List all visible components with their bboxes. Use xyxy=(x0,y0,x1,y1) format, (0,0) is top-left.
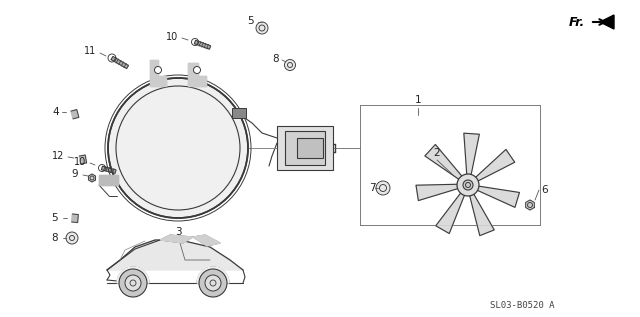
Polygon shape xyxy=(197,267,229,283)
Circle shape xyxy=(285,60,296,70)
Polygon shape xyxy=(470,193,494,236)
Text: SL03-B0520 A: SL03-B0520 A xyxy=(490,301,554,309)
Bar xyxy=(232,108,246,118)
Polygon shape xyxy=(72,214,78,223)
Circle shape xyxy=(108,78,248,218)
Circle shape xyxy=(199,269,227,297)
Text: 12: 12 xyxy=(52,151,64,161)
Text: 6: 6 xyxy=(541,185,548,195)
Bar xyxy=(285,131,325,165)
Polygon shape xyxy=(475,149,515,181)
Circle shape xyxy=(205,275,221,291)
Text: 10: 10 xyxy=(74,157,86,167)
Text: 3: 3 xyxy=(175,227,181,237)
Text: 5: 5 xyxy=(52,213,58,223)
Polygon shape xyxy=(111,56,129,68)
Text: 7: 7 xyxy=(369,183,375,193)
Circle shape xyxy=(66,232,78,244)
Circle shape xyxy=(457,174,479,196)
Text: 8: 8 xyxy=(273,54,279,64)
Polygon shape xyxy=(160,235,193,243)
Polygon shape xyxy=(71,110,79,119)
Polygon shape xyxy=(99,175,118,185)
Polygon shape xyxy=(464,133,479,175)
Polygon shape xyxy=(79,155,86,164)
Polygon shape xyxy=(436,192,465,234)
Circle shape xyxy=(154,67,161,74)
Text: 4: 4 xyxy=(52,107,60,117)
Circle shape xyxy=(376,181,390,195)
Polygon shape xyxy=(188,63,206,86)
Circle shape xyxy=(193,67,200,74)
Polygon shape xyxy=(195,40,211,49)
Polygon shape xyxy=(525,200,534,210)
Bar xyxy=(277,126,333,170)
Circle shape xyxy=(125,275,141,291)
Circle shape xyxy=(463,180,473,190)
Polygon shape xyxy=(193,235,220,246)
Polygon shape xyxy=(102,166,116,173)
Text: 11: 11 xyxy=(84,46,96,56)
Text: 5: 5 xyxy=(246,16,253,26)
Bar xyxy=(297,138,323,158)
Polygon shape xyxy=(117,267,149,283)
Text: 2: 2 xyxy=(434,148,440,158)
Polygon shape xyxy=(416,184,459,201)
Polygon shape xyxy=(425,145,462,180)
Polygon shape xyxy=(600,15,614,29)
Text: 9: 9 xyxy=(72,169,78,179)
Circle shape xyxy=(119,269,147,297)
Text: 10: 10 xyxy=(166,32,178,42)
Polygon shape xyxy=(150,60,166,86)
Polygon shape xyxy=(88,174,95,182)
Text: 8: 8 xyxy=(52,233,58,243)
Polygon shape xyxy=(477,186,520,207)
Circle shape xyxy=(256,22,268,34)
Text: 1: 1 xyxy=(415,95,421,105)
Polygon shape xyxy=(107,240,243,270)
Text: Fr.: Fr. xyxy=(569,16,585,29)
